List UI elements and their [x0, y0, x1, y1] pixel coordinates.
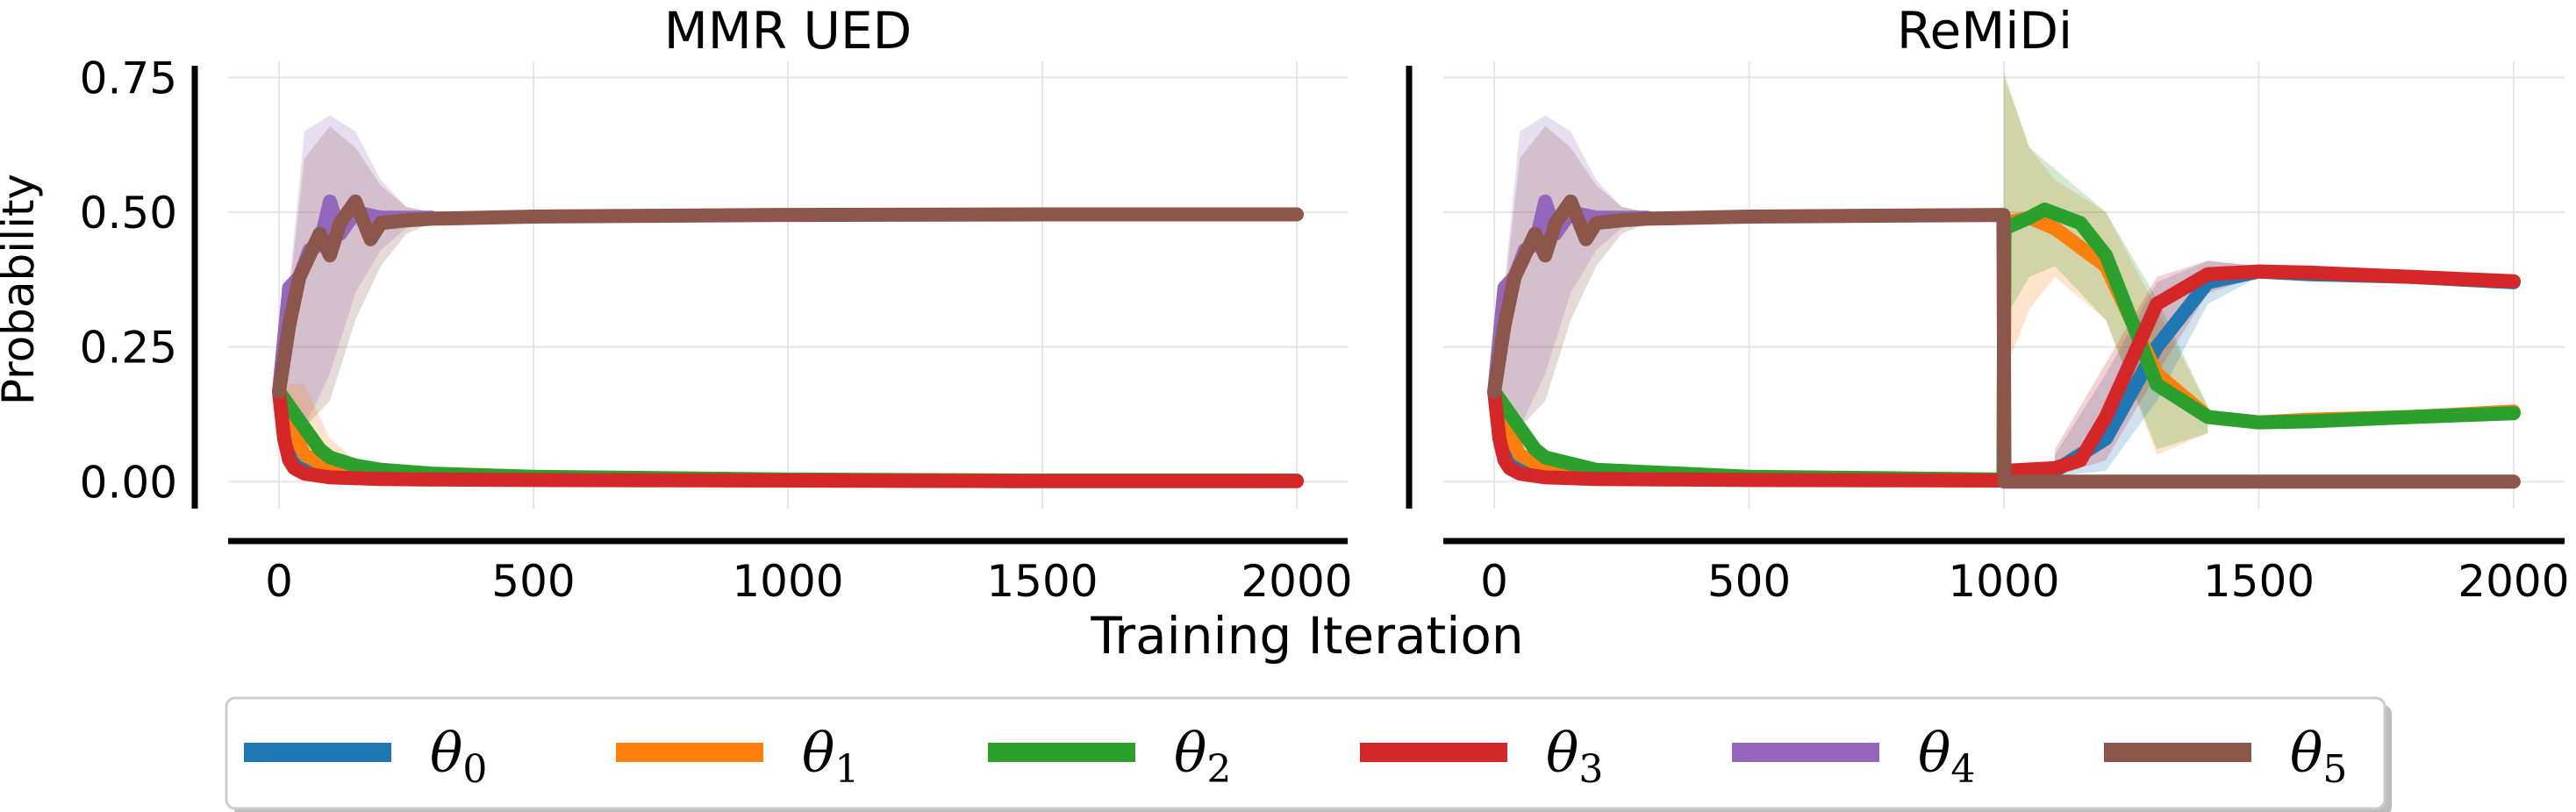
series-line-theta5	[1487, 194, 2521, 489]
y-tick-label: 0.25	[80, 323, 177, 374]
band-theta5	[279, 125, 432, 428]
chart-title: MMR UED	[664, 1, 912, 61]
x-ticks: 0 500 1000 1500 2000	[1480, 556, 2569, 607]
legend-label: θ5	[2290, 721, 2347, 792]
y-tick-label: 0.00	[80, 457, 177, 508]
band-theta5	[1494, 125, 1648, 428]
chart-title: ReMiDi	[1897, 1, 2072, 61]
band-theta4	[1494, 115, 1648, 428]
x-tick-label: 1000	[732, 556, 843, 607]
x-axis-label: Training Iteration	[1090, 606, 1523, 666]
series-lines	[1487, 194, 2521, 489]
legend-label: θ3	[1546, 721, 1603, 792]
grid	[228, 61, 1348, 509]
uncertainty-bands	[1494, 72, 2259, 477]
x-tick-label: 500	[1707, 556, 1791, 607]
x-tick-label: 2000	[1241, 556, 1352, 607]
x-tick-label: 0	[265, 556, 293, 607]
y-axis-label: Probability	[0, 174, 44, 405]
uncertainty-bands	[279, 115, 432, 480]
x-tick-label: 1500	[2203, 556, 2315, 607]
series-lines	[272, 194, 1304, 488]
series-line-theta2	[1487, 202, 2521, 487]
legend-frame	[225, 696, 2386, 810]
x-tick-label: 500	[491, 556, 575, 607]
x-tick-label: 2000	[2458, 556, 2569, 607]
y-tick-label: 0.50	[80, 188, 177, 239]
x-tick-label: 0	[1480, 556, 1508, 607]
y-tick-label: 0.75	[80, 53, 177, 103]
series-line-theta3	[272, 384, 1304, 488]
y-ticks: 0.00 0.25 0.50 0.75	[80, 53, 177, 508]
band-theta4	[279, 115, 432, 428]
series-line-theta5	[272, 194, 1304, 399]
x-ticks: 0 500 1000 1500 2000	[265, 556, 1353, 607]
x-tick-label: 1500	[986, 556, 1098, 607]
chart-panel-remidi: ReMiDi 0 500 1000 1500 2000	[1406, 1, 2570, 607]
legend: θ0 θ1 θ2 θ3 θ4 θ5	[225, 696, 2392, 812]
x-tick-label: 1000	[1948, 556, 2059, 607]
chart-panel-mmr-ued: MMR UED 0.00 0.25 0.50 0.75 0 500 1000 1500 200…	[80, 1, 1353, 607]
